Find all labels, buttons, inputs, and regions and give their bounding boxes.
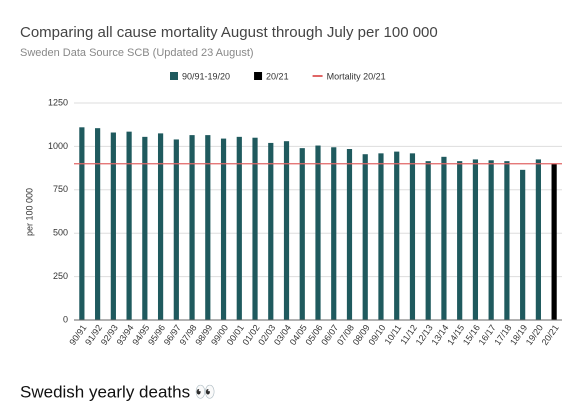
- bar: [95, 128, 101, 320]
- bar: [268, 142, 274, 320]
- bar: [346, 149, 353, 320]
- bar: [409, 153, 416, 320]
- y-tick-label: 750: [53, 184, 68, 194]
- bar: [441, 156, 447, 320]
- legend-label: 20/21: [266, 71, 289, 81]
- bar: [362, 154, 368, 320]
- bar: [315, 145, 321, 320]
- bar: [299, 148, 305, 320]
- bar: [173, 139, 179, 320]
- bar: [551, 163, 557, 320]
- bar: [535, 159, 541, 320]
- bar: [252, 137, 258, 320]
- y-tick-label: 0: [63, 314, 68, 324]
- bar: [488, 160, 494, 320]
- bar: [457, 161, 463, 320]
- bar: [79, 127, 85, 320]
- legend-swatch: [170, 72, 178, 80]
- y-tick-label: 1000: [48, 141, 68, 151]
- y-axis-label: per 100 000: [24, 188, 34, 236]
- caption: Swedish yearly deaths 👀: [20, 382, 216, 401]
- y-tick-label: 1250: [48, 97, 68, 107]
- bar: [378, 153, 384, 320]
- bar: [126, 131, 132, 320]
- bar: [157, 133, 164, 320]
- bar: [394, 151, 400, 320]
- bar: [283, 141, 290, 320]
- bar: [504, 161, 510, 320]
- bar: [520, 169, 526, 320]
- chart-title: Comparing all cause mortality August thr…: [20, 24, 438, 41]
- y-tick-label: 250: [53, 271, 68, 281]
- bar: [189, 135, 195, 320]
- bar: [110, 132, 116, 320]
- x-tick-label: 20/21: [540, 323, 561, 347]
- bar: [331, 147, 337, 320]
- bar: [472, 159, 479, 320]
- bar: [142, 136, 148, 320]
- bar: [425, 161, 431, 320]
- legend-swatch: [254, 72, 263, 80]
- legend-label: Mortality 20/21: [327, 71, 386, 81]
- x-tick-label: 09/10: [366, 323, 387, 347]
- y-tick-label: 500: [53, 228, 68, 238]
- legend-label: 90/91-19/20: [182, 71, 230, 81]
- bar: [236, 136, 242, 320]
- bar: [205, 135, 211, 320]
- bar: [220, 138, 227, 320]
- chart-subtitle: Sweden Data Source SCB (Updated 23 Augus…: [20, 47, 254, 59]
